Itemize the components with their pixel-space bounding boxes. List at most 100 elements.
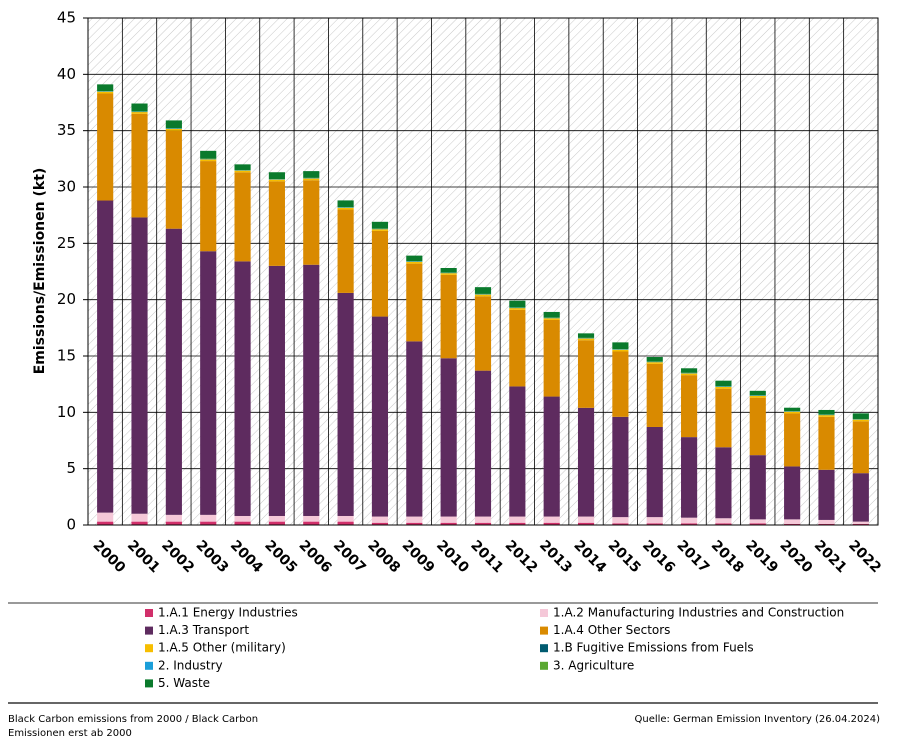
bar-segment <box>406 522 423 525</box>
y-tick-label: 40 <box>57 65 76 83</box>
y-tick-label: 10 <box>57 403 76 421</box>
legend-label: 2. Industry <box>158 658 223 672</box>
bar-segment <box>234 521 251 525</box>
x-tick-label: 2009 <box>399 537 438 576</box>
x-tick-label: 2012 <box>502 537 541 576</box>
source: Quelle: German Emission Inventory (26.04… <box>634 714 880 725</box>
bar-segment <box>337 207 354 210</box>
bar-segment <box>749 523 766 525</box>
y-tick-label: 5 <box>66 459 76 477</box>
bar-segment <box>97 521 114 525</box>
bar-segment <box>543 522 560 525</box>
bar-segment <box>440 522 457 525</box>
bar-segment <box>509 308 526 310</box>
bar-segment <box>303 178 320 181</box>
bar-segment <box>337 515 354 522</box>
bar-segment <box>268 179 285 182</box>
bar-segment <box>474 516 492 523</box>
x-tick-label: 2014 <box>570 537 609 576</box>
bar-segment <box>406 516 423 523</box>
bar-segment <box>440 268 457 273</box>
plot-frame <box>87 17 879 526</box>
bar-segment <box>268 181 285 266</box>
bar-segment <box>406 261 423 264</box>
bar-segment <box>852 521 869 524</box>
bar-segment <box>646 363 663 427</box>
bar-segment <box>543 318 560 320</box>
x-tick-label: 2019 <box>742 537 781 576</box>
bar-segment <box>749 519 766 524</box>
bar-segment <box>784 411 801 414</box>
bar-segment <box>784 407 801 412</box>
bar-segment <box>784 413 801 467</box>
y-tick-label: 15 <box>57 347 76 365</box>
bar-segment <box>440 273 457 275</box>
bar-segment <box>577 407 595 517</box>
x-tick-label: 2000 <box>90 537 129 576</box>
bar-segment <box>337 209 354 293</box>
bar-segment <box>646 362 663 364</box>
bar-segment <box>749 390 766 396</box>
legend-label: 1.A.4 Other Sectors <box>553 623 670 637</box>
bar-segment <box>97 93 114 201</box>
footnote: Black Carbon emissions from 2000 / Black… <box>8 714 259 739</box>
bar-segment <box>818 409 835 415</box>
bar-segment <box>165 228 182 515</box>
bar-segment <box>509 516 526 523</box>
bar-segment <box>165 130 182 229</box>
legend-swatch <box>145 626 153 635</box>
x-tick-label: 2015 <box>605 537 644 576</box>
y-axis-label: Emissions/Emissionen (kt) <box>32 168 48 375</box>
bar-segment <box>165 128 182 131</box>
bar-segment <box>234 261 251 516</box>
bar-segment <box>852 421 869 474</box>
bar-segment <box>612 523 629 525</box>
bar-segment <box>200 521 217 525</box>
bar-segment <box>715 380 732 387</box>
bar-segment <box>509 522 526 525</box>
bar-segment <box>200 159 217 162</box>
bar-segment <box>303 521 320 525</box>
x-tick-label: 2007 <box>330 537 369 576</box>
bar-segment <box>97 512 114 522</box>
bar-segment <box>303 264 320 516</box>
bar-segment <box>131 112 148 114</box>
x-tick-label: 2017 <box>673 537 712 576</box>
bar-segment <box>577 333 595 338</box>
bar-segment <box>577 516 595 523</box>
bar-segment <box>268 521 285 525</box>
y-tick-label: 35 <box>57 121 76 139</box>
bar-segment <box>784 523 801 525</box>
bar-segment <box>612 416 629 518</box>
bar-segment <box>440 516 457 523</box>
legend-label: 5. Waste <box>158 676 210 690</box>
bar-segment <box>268 515 285 522</box>
bar-segment <box>577 522 595 525</box>
bar-segment <box>303 515 320 522</box>
x-tick-label: 2021 <box>811 537 850 576</box>
legend-label: 3. Agriculture <box>553 658 634 672</box>
bar-segment <box>852 419 869 422</box>
bar-segment <box>131 103 148 112</box>
bar-segment <box>200 150 217 159</box>
bar-segment <box>165 514 182 522</box>
bar-segment <box>268 265 285 516</box>
x-tick-label: 2001 <box>124 537 163 576</box>
bar-segment <box>131 521 148 525</box>
bar-segment <box>784 466 801 520</box>
bar-segment <box>165 521 182 525</box>
bar-segment <box>612 342 629 350</box>
bar-segment <box>474 294 492 297</box>
bar-segment <box>646 357 663 362</box>
legend-label: 1.A.2 Manufacturing Industries and Const… <box>553 606 844 620</box>
x-tick-label: 2002 <box>158 537 197 576</box>
bar-segment <box>612 349 629 352</box>
bar-segment <box>818 416 835 470</box>
bar-segment <box>337 200 354 208</box>
bar-segment <box>646 517 663 524</box>
bar-segment <box>440 358 457 517</box>
legend-label: 1.A.1 Energy Industries <box>158 606 298 620</box>
bar-segment <box>406 263 423 342</box>
bar-segment <box>131 513 148 522</box>
bar-segment <box>646 523 663 525</box>
